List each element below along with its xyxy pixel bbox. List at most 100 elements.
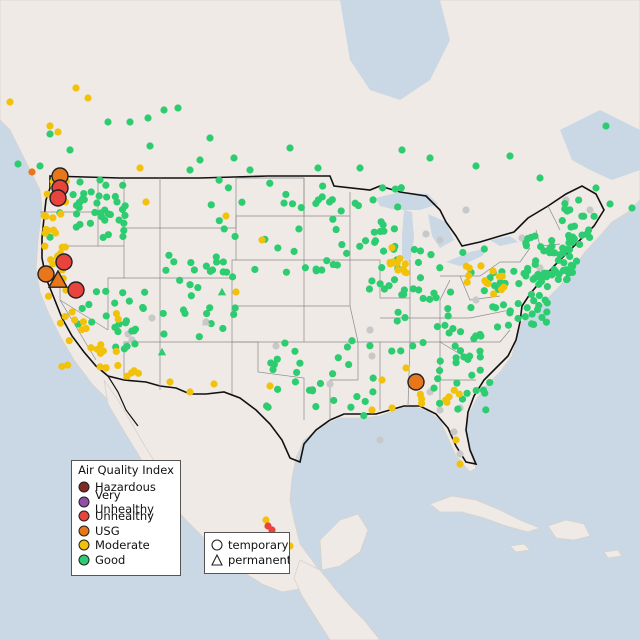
good-marker [176, 276, 184, 284]
good-marker [585, 233, 594, 242]
good-marker [463, 389, 471, 397]
moderate-marker [463, 278, 471, 286]
good-marker [398, 291, 406, 299]
good-marker [323, 257, 331, 265]
good-marker [219, 258, 227, 266]
moderate-marker [72, 84, 80, 92]
good-marker [186, 166, 194, 174]
good-marker [548, 237, 556, 245]
good-marker [104, 118, 112, 126]
good-marker [111, 299, 119, 307]
good-marker [246, 166, 254, 174]
no-data-marker [376, 436, 384, 444]
good-marker [351, 199, 359, 207]
good-marker [123, 342, 131, 350]
moderate-marker [102, 364, 110, 372]
good-marker [312, 402, 320, 411]
good-marker [480, 287, 488, 295]
good-marker [572, 257, 581, 265]
moderate-marker [61, 312, 69, 321]
good-marker [449, 324, 457, 333]
good-marker [415, 286, 423, 294]
good-marker [504, 321, 513, 329]
good-marker [493, 323, 502, 331]
good-marker [231, 232, 239, 241]
hudson-bay [340, 0, 450, 100]
good-marker [301, 264, 309, 272]
good-marker [369, 374, 377, 382]
good-marker [314, 164, 322, 172]
good-marker [592, 184, 600, 192]
good-marker [251, 265, 259, 274]
good-marker [282, 268, 291, 276]
good-marker [334, 354, 342, 362]
good-marker [393, 317, 401, 325]
moderate-marker [68, 308, 76, 316]
usg-marker [28, 168, 36, 176]
legend-label: Moderate [95, 538, 150, 553]
moderate-marker [43, 190, 51, 198]
good-marker [533, 305, 542, 314]
good-marker [472, 162, 480, 170]
good-marker [467, 304, 475, 312]
good-marker [361, 237, 370, 245]
unhealthy-large-marker [55, 253, 73, 271]
no-data-marker [436, 236, 444, 244]
good-marker [78, 195, 87, 203]
good-marker [566, 252, 574, 261]
good-marker [312, 267, 320, 275]
good-marker [46, 233, 54, 241]
moderate-circle-icon [78, 539, 90, 551]
good-marker [565, 234, 574, 243]
good-marker [174, 104, 182, 112]
good-marker [537, 277, 546, 286]
good-marker [337, 207, 345, 215]
good-marker [230, 310, 238, 319]
moderate-marker [123, 372, 131, 380]
no-data-marker [436, 406, 444, 414]
good-marker [390, 276, 399, 284]
good-marker [538, 313, 546, 322]
moderate-marker [96, 349, 105, 357]
good-marker [207, 320, 215, 328]
good-marker [97, 209, 105, 217]
good-marker [345, 360, 353, 369]
yucatan-land [319, 513, 369, 571]
moderate-marker [78, 326, 86, 334]
good-marker [86, 219, 94, 227]
good-marker [559, 266, 567, 275]
good-marker [398, 146, 406, 154]
good-marker [356, 164, 364, 172]
good-marker [468, 371, 476, 379]
good-marker [202, 262, 210, 270]
good-marker [297, 203, 305, 212]
type-label: temporary [228, 538, 289, 553]
good-marker [416, 274, 425, 282]
good-marker [558, 217, 566, 225]
good-marker [269, 365, 277, 374]
good-marker [318, 193, 326, 201]
good-marker [391, 185, 399, 193]
unhealthy-marker [268, 526, 276, 534]
good-marker [541, 296, 549, 304]
good-marker [91, 208, 99, 217]
good-marker [602, 122, 610, 130]
good-marker [361, 397, 369, 406]
good-marker [575, 196, 583, 204]
good-marker [365, 285, 374, 293]
moderate-marker [42, 212, 50, 221]
moderate-marker [64, 361, 72, 369]
good-marker [430, 289, 438, 297]
good-marker [196, 156, 204, 164]
legend-label: Good [95, 552, 126, 567]
moderate-marker [134, 369, 143, 377]
good-marker [92, 288, 101, 296]
good-marker [162, 266, 170, 274]
moderate-marker [417, 395, 426, 403]
unhealthy-large-marker [49, 189, 67, 207]
lake-superior [376, 192, 438, 210]
legend-title: Air Quality Index [78, 463, 174, 477]
good-marker [170, 258, 178, 266]
moderate-marker [112, 347, 120, 356]
